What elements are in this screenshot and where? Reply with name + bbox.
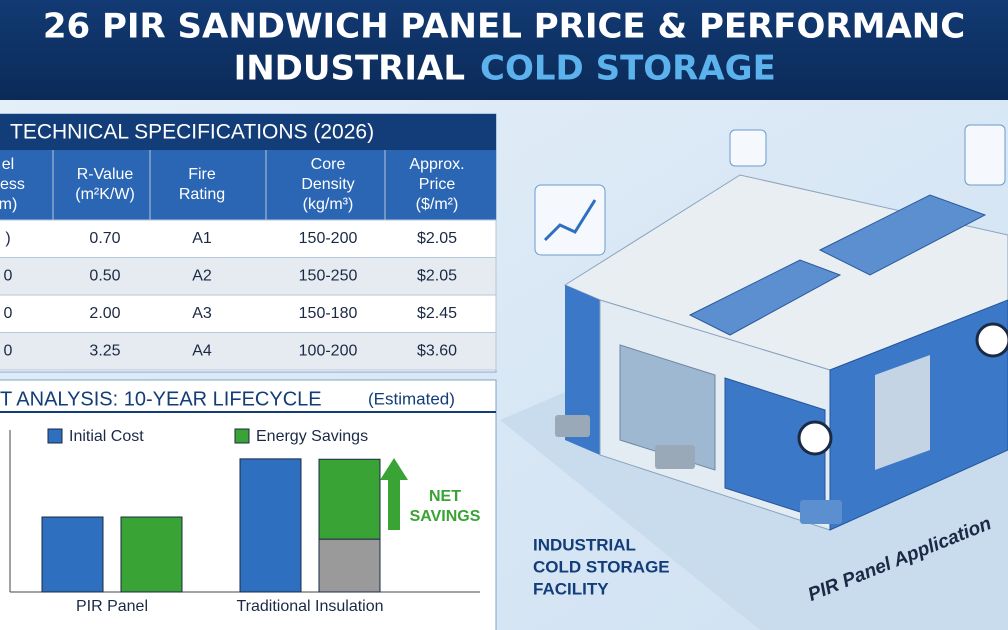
title-line: 26 PIR SANDWICH PANEL PRICE & PERFORMANC: [43, 7, 965, 47]
solar-panel: [818, 194, 987, 276]
skylight: [688, 259, 842, 336]
column-header: (m²K/W): [75, 186, 135, 203]
annotation: NET SAVINGS: [410, 488, 481, 525]
side-door: [875, 355, 930, 470]
table-cell: A4: [192, 343, 212, 360]
x-tick-label: Traditional Insulation: [236, 598, 383, 615]
column-header: (kg/m³): [303, 196, 354, 213]
legend-label: Energy Savings: [256, 428, 368, 445]
cost-chart: T ANALYSIS: 10-YEAR LIFECYCLE (Estimated…: [0, 379, 497, 630]
table-cell: 0: [4, 305, 13, 322]
dashboard-card: [534, 184, 606, 256]
table-cell: $2.05: [417, 268, 457, 285]
table-row: [0, 332, 497, 371]
bar: [318, 538, 381, 593]
x-tick-label: PIR Panel: [76, 598, 148, 615]
chart-title: T ANALYSIS: 10-YEAR LIFECYCLE: [0, 388, 322, 410]
table-cell: $2.05: [417, 230, 457, 247]
table-cell: 0: [4, 343, 13, 360]
table-cell: 2.00: [89, 305, 120, 322]
chart-subtitle: (Estimated): [368, 389, 455, 408]
table-header-row: [0, 150, 496, 220]
table-row: [0, 294, 497, 333]
facility-caption: FACILITY: [533, 579, 609, 598]
icon-card: [729, 129, 767, 167]
table-cell: 0.50: [89, 268, 120, 285]
table-cell: 150-200: [299, 230, 358, 247]
bar: [318, 458, 381, 540]
icon-card: [964, 124, 1006, 186]
title-highlight: COLD STORAGE: [480, 49, 776, 89]
facility-caption: INDUSTRIAL: [533, 535, 636, 554]
bar: [41, 516, 104, 593]
legend-swatch: [234, 428, 250, 444]
arrow: [380, 458, 408, 530]
table-cell: A2: [192, 268, 212, 285]
column-header: Approx.: [409, 156, 464, 173]
header-band: [0, 0, 1008, 100]
table-cell: $2.45: [417, 305, 457, 322]
bar: [120, 516, 183, 593]
forklift: [555, 415, 590, 437]
table-cell: $3.60: [417, 343, 457, 360]
table-cell: 150-250: [299, 268, 358, 285]
facility-caption: COLD STORAGE: [533, 557, 670, 576]
table-title: TECHNICAL SPECIFICATIONS (2026): [10, 121, 374, 144]
wall: [565, 285, 600, 455]
column-header: ($/m²): [416, 196, 459, 213]
table-title-bar: [0, 114, 496, 150]
column-header: ness: [0, 176, 25, 193]
gauge: [975, 322, 1008, 358]
table-cell: 100-200: [299, 343, 358, 360]
bar: [239, 458, 302, 593]
table-cell: 0.70: [89, 230, 120, 247]
table-cell: ): [5, 230, 10, 247]
door: [619, 344, 716, 471]
spec-table: TECHNICAL SPECIFICATIONS (2026) el ness m)…: [0, 113, 497, 373]
warehouse-illustration: [500, 124, 1008, 630]
column-header: el: [2, 156, 14, 173]
table-cell: 150-180: [299, 305, 358, 322]
column-header: Density: [301, 176, 354, 193]
column-header: m): [0, 196, 17, 213]
table-cell: A1: [192, 230, 212, 247]
column-header: R-Value: [77, 166, 134, 183]
title-line: INDUSTRIAL: [234, 49, 465, 89]
card-chart: [543, 199, 597, 242]
forklift: [800, 500, 842, 524]
legend-label: Initial Cost: [69, 428, 144, 445]
column-header: Core: [311, 156, 346, 173]
gauge: [797, 420, 833, 456]
column-header: Price: [419, 176, 456, 193]
table-cell: A3: [192, 305, 212, 322]
table-row: [0, 257, 497, 296]
column-header: Fire: [188, 166, 216, 183]
column-header: Rating: [179, 186, 225, 203]
forklift: [655, 445, 695, 469]
table-cell: 0: [4, 268, 13, 285]
table-row: [0, 219, 497, 258]
legend-swatch: [47, 428, 63, 444]
table-cell: 3.25: [89, 343, 120, 360]
